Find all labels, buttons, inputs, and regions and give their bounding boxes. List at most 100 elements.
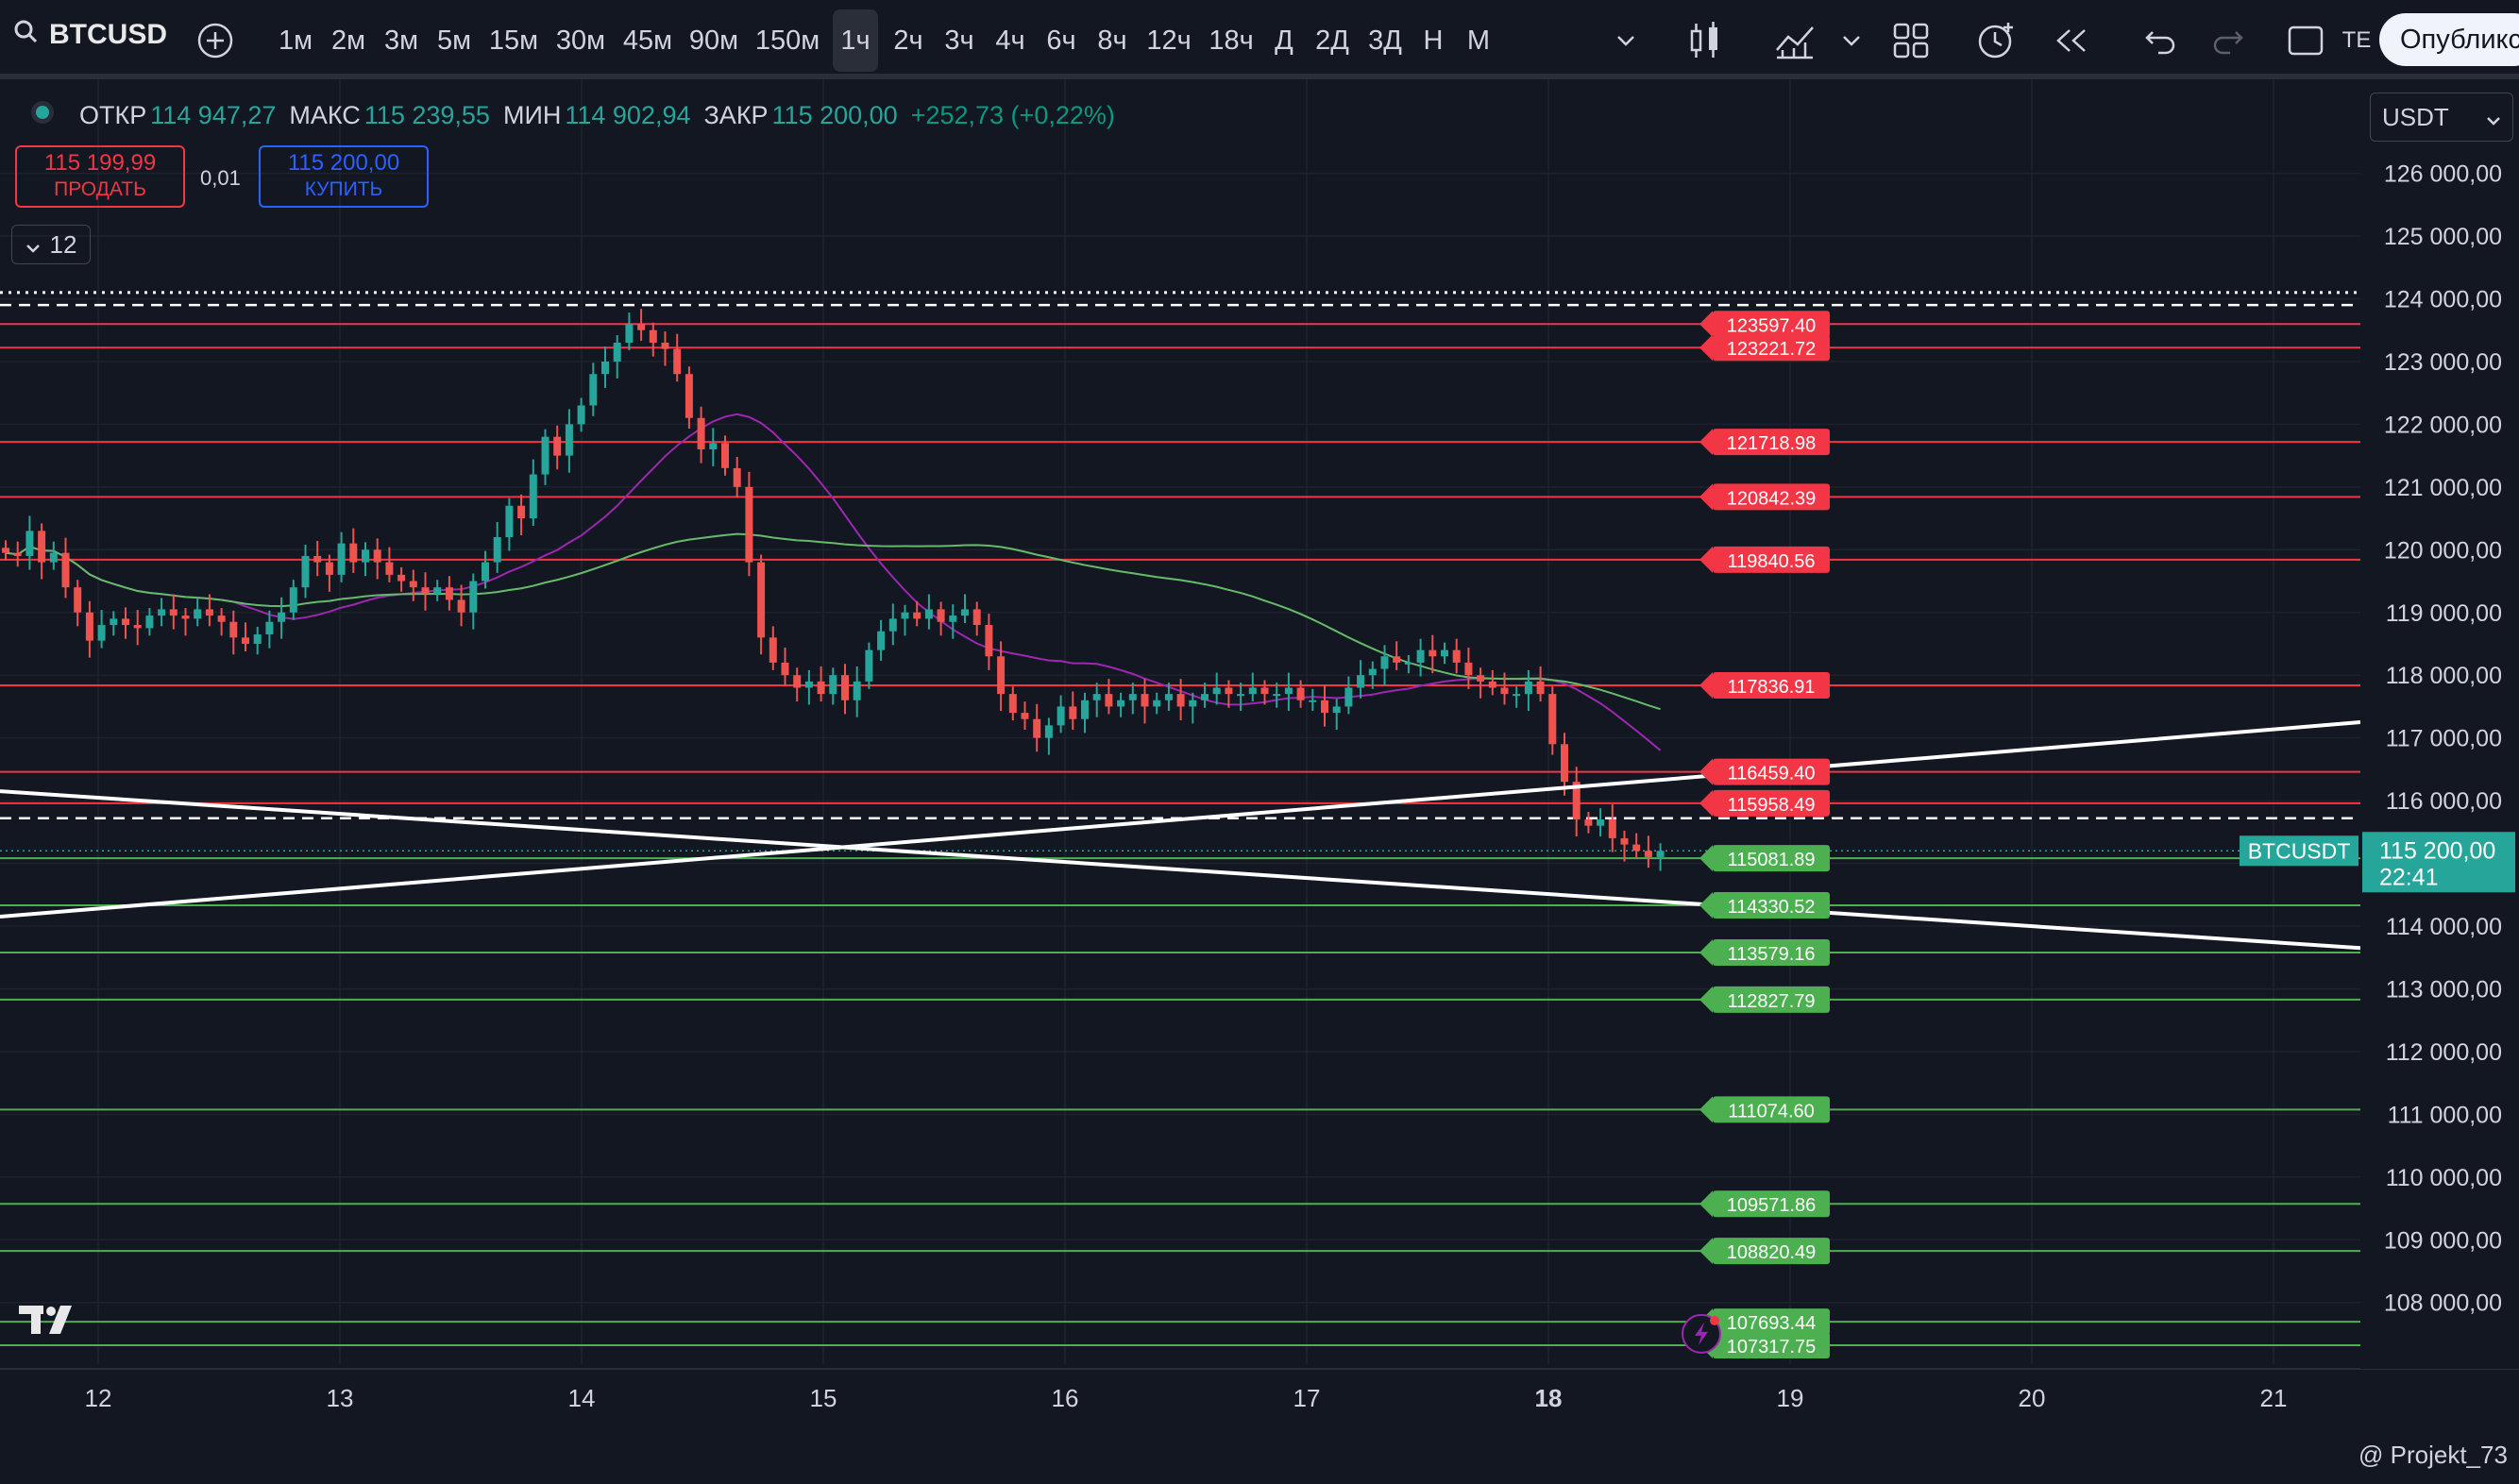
- candle-body: [949, 616, 957, 622]
- level-tag[interactable]: [1713, 1332, 1830, 1359]
- symbol-search[interactable]: BTCUSD: [13, 19, 167, 51]
- level-tag[interactable]: [1713, 1096, 1830, 1123]
- level-tag[interactable]: [1713, 483, 1830, 511]
- candle-body: [1452, 649, 1461, 663]
- level-tag[interactable]: [1713, 789, 1830, 817]
- chevron-down-icon[interactable]: [1837, 9, 1866, 72]
- candle-body: [122, 618, 129, 626]
- candle-body: [985, 625, 993, 657]
- interval-4ч[interactable]: 4ч: [995, 25, 1025, 56]
- level-tag[interactable]: [1713, 758, 1830, 785]
- support-label: 114330.52: [1727, 897, 1815, 918]
- interval-90м[interactable]: 90м: [688, 25, 739, 56]
- spread-value: 0,01: [200, 166, 241, 190]
- publish-button[interactable]: Опубликс: [2379, 13, 2519, 66]
- interval-1м[interactable]: 1м: [278, 25, 313, 56]
- level-tag[interactable]: [1713, 986, 1830, 1013]
- currency-select[interactable]: USDT: [2370, 93, 2513, 142]
- level-tag[interactable]: [1713, 892, 1830, 919]
- interval-1ч[interactable]: 1ч: [833, 9, 878, 72]
- level-tag[interactable]: [1713, 1238, 1830, 1265]
- level-tag-pointer: [1699, 758, 1713, 785]
- level-tag[interactable]: [1713, 334, 1830, 362]
- interval-М[interactable]: М: [1466, 25, 1491, 56]
- level-tag[interactable]: [1713, 429, 1830, 456]
- chart-area[interactable]: 123597.40 123221.72 121718.98 120842.39 1198…: [0, 79, 2519, 1484]
- candle-body: [169, 609, 178, 616]
- level-tag[interactable]: [1713, 845, 1830, 872]
- level-tag[interactable]: [1713, 546, 1830, 573]
- symbol-price-tag: [2240, 835, 2358, 867]
- price-axis[interactable]: [2360, 79, 2519, 1369]
- candle-body: [457, 599, 465, 613]
- interval-3м[interactable]: 3м: [383, 25, 419, 56]
- trendline-descending[interactable]: [0, 789, 2361, 951]
- candle-body: [1536, 681, 1545, 695]
- interval-150м[interactable]: 150м: [754, 25, 820, 56]
- fullscreen-icon[interactable]: [2285, 9, 2326, 72]
- interval-30м[interactable]: 30м: [555, 25, 606, 56]
- candle-body: [13, 552, 22, 556]
- level-tag[interactable]: [1713, 1190, 1830, 1218]
- trendline-ascending[interactable]: [0, 720, 2361, 919]
- price-axis-label: 110 000,00: [2386, 1165, 2502, 1191]
- level-tag-pointer: [1699, 429, 1713, 456]
- currency-value: USDT: [2382, 102, 2449, 131]
- layout-icon[interactable]: [1890, 9, 1932, 72]
- level-tag[interactable]: [1713, 938, 1830, 966]
- sell-button[interactable]: 115 199,99 ПРОДАТЬ: [15, 145, 185, 208]
- candle-body: [888, 618, 897, 632]
- interval-2Д[interactable]: 2Д: [1315, 25, 1349, 56]
- candle-body: [721, 443, 729, 468]
- interval-3ч[interactable]: 3ч: [944, 25, 974, 56]
- notification-dot: [1710, 1315, 1719, 1325]
- candle-body: [205, 609, 213, 616]
- visibility-eye-icon[interactable]: [28, 98, 57, 133]
- replay-icon[interactable]: [2051, 9, 2092, 72]
- candles-icon[interactable]: [1684, 9, 1726, 72]
- interval-12ч[interactable]: 12ч: [1146, 25, 1192, 56]
- chevron-down-icon[interactable]: [1609, 9, 1643, 72]
- alert-icon[interactable]: [1973, 9, 2020, 72]
- candle-body: [38, 531, 46, 563]
- indicators-collapse-button[interactable]: 12: [11, 225, 91, 264]
- candle-body: [2, 548, 9, 553]
- interval-18ч[interactable]: 18ч: [1209, 25, 1254, 56]
- interval-8ч[interactable]: 8ч: [1097, 25, 1127, 56]
- bolt-glyph: [1695, 1322, 1708, 1345]
- price-axis-label: 126 000,00: [2384, 161, 2502, 188]
- candle-body: [829, 675, 837, 695]
- interval-5м[interactable]: 5м: [436, 25, 472, 56]
- candle-body: [649, 329, 657, 344]
- support-label: 115081.89: [1727, 850, 1815, 870]
- interval-6ч[interactable]: 6ч: [1046, 25, 1076, 56]
- interval-15м[interactable]: 15м: [488, 25, 539, 56]
- resistance-label: 120842.39: [1727, 488, 1817, 509]
- interval-2ч[interactable]: 2ч: [893, 25, 923, 56]
- candle-body: [1153, 700, 1161, 707]
- candle-body: [1273, 694, 1281, 697]
- buy-button[interactable]: 115 200,00 КУПИТЬ: [259, 145, 429, 208]
- price-axis-label: 120 000,00: [2384, 537, 2502, 564]
- candle-body: [1248, 687, 1257, 695]
- redo-icon[interactable]: [2209, 9, 2247, 72]
- level-tag[interactable]: [1713, 311, 1830, 338]
- interval-3Д[interactable]: 3Д: [1368, 25, 1402, 56]
- sell-label: ПРОДАТЬ: [54, 178, 146, 200]
- add-symbol-icon[interactable]: [194, 9, 236, 72]
- interval-Д[interactable]: Д: [1275, 25, 1293, 56]
- buy-price: 115 200,00: [287, 150, 400, 176]
- top-toolbar: BTCUSD 1м 2м 3м 5м 15м 30м 45м 90м 150м 1ч 2ч 3ч 4ч 6…: [0, 0, 2519, 79]
- interval-2м[interactable]: 2м: [330, 25, 366, 56]
- level-tag[interactable]: [1713, 672, 1830, 700]
- candle-body: [1057, 706, 1065, 726]
- candle-body: [865, 649, 873, 682]
- indicators-icon[interactable]: [1773, 9, 1817, 72]
- interval-Н[interactable]: Н: [1423, 25, 1444, 56]
- candle-body: [433, 587, 442, 594]
- level-tag-pointer: [1699, 986, 1713, 1013]
- candle-body: [1105, 694, 1113, 707]
- interval-45м[interactable]: 45м: [622, 25, 673, 56]
- level-tag[interactable]: [1713, 1308, 1830, 1336]
- undo-icon[interactable]: [2141, 9, 2179, 72]
